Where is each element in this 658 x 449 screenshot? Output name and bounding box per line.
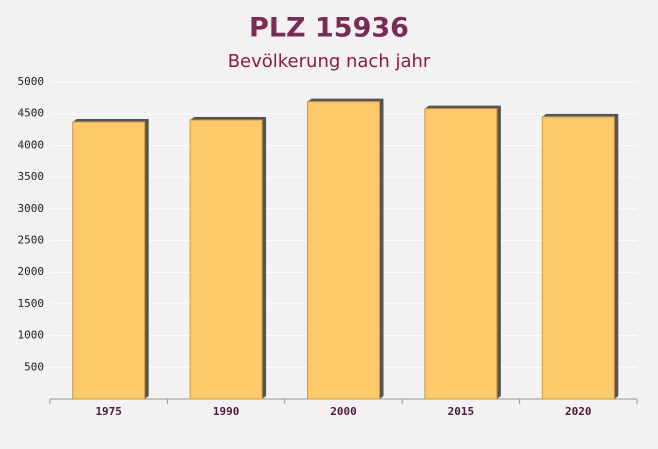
x-tick-label: 1990 — [213, 405, 240, 418]
y-tick-label: 4000 — [18, 138, 45, 151]
bar — [72, 121, 146, 400]
x-tick-label: 1975 — [95, 405, 122, 418]
bar — [424, 108, 498, 400]
chart-title: PLZ 15936 — [249, 13, 409, 44]
y-tick-label: 1500 — [18, 297, 45, 310]
x-tick-label: 2000 — [330, 405, 357, 418]
bar — [189, 119, 263, 400]
y-tick-label: 2500 — [18, 234, 45, 247]
chart-subtitle: Bevölkerung nach jahr — [228, 51, 431, 72]
y-tick-label: 3000 — [18, 202, 45, 215]
x-tick-label: 2020 — [565, 405, 592, 418]
bar — [307, 101, 380, 400]
y-tick-label: 3500 — [18, 170, 45, 183]
x-tick-label: 2015 — [448, 405, 475, 418]
y-tick-label: 5000 — [18, 75, 45, 88]
y-tick-label: 2000 — [18, 265, 45, 278]
y-tick-label: 500 — [24, 360, 44, 373]
y-tick-label: 1000 — [18, 329, 45, 342]
bar — [541, 116, 615, 400]
y-tick-label: 4500 — [18, 107, 45, 120]
